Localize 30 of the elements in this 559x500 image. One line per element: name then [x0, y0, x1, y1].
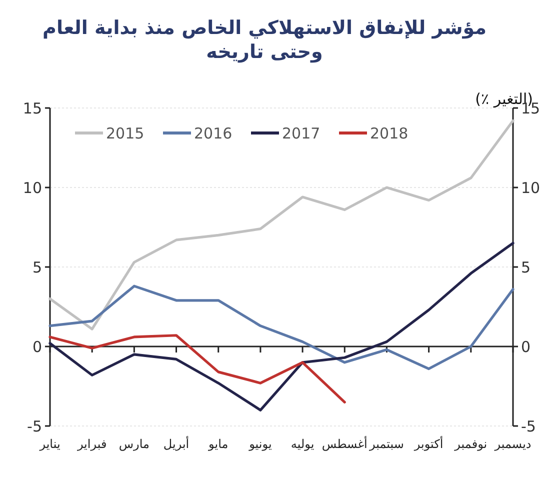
legend-label: 2018	[370, 124, 408, 142]
y-tick-label: 0	[32, 338, 42, 356]
y2-tick-label: -5	[521, 417, 536, 436]
y-tick-label: 5	[32, 258, 42, 276]
x-tick-label: يناير	[38, 437, 60, 451]
line-series	[48, 284, 514, 370]
y2-tick-label: 5	[521, 258, 531, 276]
x-tick-label: أبريل	[163, 436, 190, 451]
y2-tick-label: 0	[521, 338, 531, 356]
x-tick-label: سبتمبر	[368, 437, 404, 451]
line-series	[48, 242, 514, 412]
x-tick-label: يوليه	[290, 437, 314, 451]
legend-label: 2015	[106, 124, 144, 142]
x-tick-label: يونيو	[248, 437, 272, 451]
chart-title: مؤشر للإنفاق الاستهلاكي الخاص منذ بداية العام وحتى تاريخه	[42, 16, 488, 64]
x-tick-label: أكتوبر	[413, 436, 444, 451]
x-tick-label: نوفمبر	[454, 437, 488, 451]
x-tick-label: مايو	[208, 437, 228, 451]
legend-label: 2016	[194, 124, 232, 142]
legend-label: 2017	[282, 124, 320, 142]
x-tick-label: ديسمبر	[494, 437, 532, 451]
y-tick-label: 15	[22, 99, 42, 118]
y-tick-label: -5	[27, 417, 42, 436]
line-series	[48, 119, 514, 330]
y2-tick-label: 10	[521, 178, 540, 197]
x-tick-label: مارس	[118, 437, 150, 451]
y-tick-label: 10	[22, 178, 42, 197]
x-tick-label: فبراير	[76, 437, 107, 451]
line-series	[48, 334, 346, 404]
x-tick-label: أغسطس	[322, 436, 368, 451]
